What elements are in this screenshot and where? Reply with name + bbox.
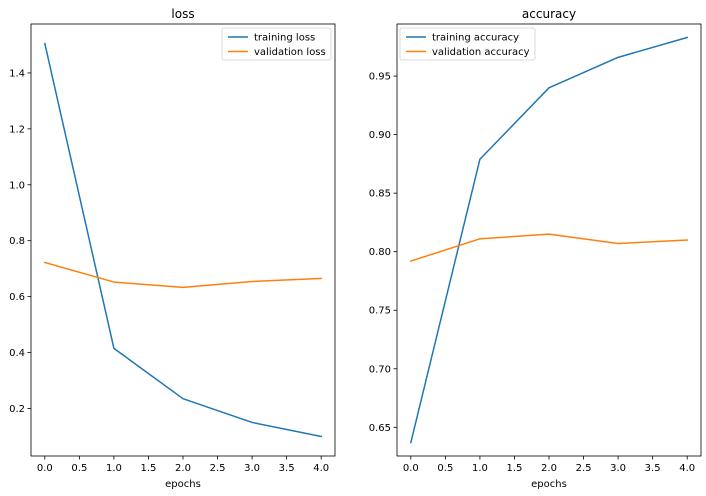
- x-tick-label: 2.5: [210, 463, 226, 474]
- plot-area: [30, 23, 336, 457]
- legend-frame: [221, 27, 332, 61]
- x-tick-label: 0.0: [403, 463, 419, 474]
- x-axis-label: epochs: [165, 479, 201, 490]
- x-tick-label: 0.5: [71, 463, 87, 474]
- x-axis-label: epochs: [531, 479, 567, 490]
- legend-label: validation loss: [254, 47, 326, 58]
- y-tick-label: 0.6: [9, 292, 25, 303]
- y-tick-label: 0.90: [369, 130, 391, 141]
- y-tick-label: 1.2: [9, 124, 25, 135]
- loss-chart: loss epochs 0.0 0.5 1.0 1.5 2.0 2.5 3.0 3.5 4.0 0…: [9, 7, 336, 490]
- y-tick-label: 0.75: [369, 306, 391, 317]
- y-tick-label: 0.2: [9, 404, 25, 415]
- legend-label: validation accuracy: [432, 47, 530, 58]
- y-tick-label: 0.8: [9, 236, 25, 247]
- y-tick-label: 0.85: [369, 189, 391, 200]
- x-tick-label: 1.0: [472, 463, 488, 474]
- x-tick-label: 3.0: [610, 463, 626, 474]
- series-line-1: [43, 261, 322, 289]
- y-tick-label: 0.95: [369, 72, 391, 83]
- series-line-0: [409, 36, 689, 444]
- y-tick-label: 0.4: [9, 348, 25, 359]
- y-tick-label: 1.0: [9, 180, 25, 191]
- y-tick-label: 0.80: [369, 247, 391, 258]
- y-tick-label: 0.70: [369, 364, 391, 375]
- x-tick-label: 0.5: [437, 463, 453, 474]
- x-tick-label: 3.5: [645, 463, 661, 474]
- x-tick-label: 4.0: [313, 463, 329, 474]
- chart-title: accuracy: [522, 7, 576, 21]
- x-tick-label: 1.5: [141, 463, 157, 474]
- x-tick-label: 3.5: [279, 463, 295, 474]
- chart-title: loss: [171, 7, 194, 21]
- y-tick-label: 0.65: [369, 423, 391, 434]
- legend-frame: [399, 27, 536, 61]
- series-line-0: [43, 42, 323, 438]
- x-tick-label: 0.0: [37, 463, 53, 474]
- x-tick-label: 2.0: [541, 463, 557, 474]
- accuracy-chart: accuracy epochs 0.0 0.5 1.0 1.5 2.0 2.5 3.0 3.5…: [369, 7, 702, 490]
- legend-label: training loss: [254, 33, 315, 44]
- series-line-1: [409, 233, 688, 263]
- x-tick-label: 2.0: [175, 463, 191, 474]
- legend: training accuracy validation accuracy: [399, 27, 536, 61]
- legend-label: training accuracy: [432, 33, 519, 44]
- x-tick-label: 1.0: [106, 463, 122, 474]
- x-tick-label: 3.0: [244, 463, 260, 474]
- y-tick-label: 1.4: [9, 68, 25, 79]
- x-tick-label: 4.0: [679, 463, 695, 474]
- x-tick-label: 1.5: [507, 463, 523, 474]
- legend: training loss validation loss: [221, 27, 332, 61]
- x-tick-label: 2.5: [576, 463, 592, 474]
